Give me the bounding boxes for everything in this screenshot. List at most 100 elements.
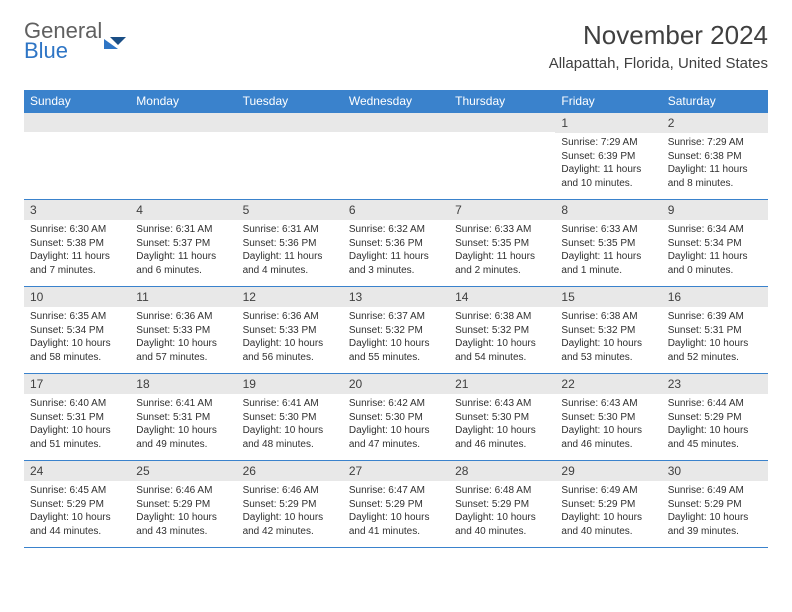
- sunrise-text: Sunrise: 6:44 AM: [668, 397, 762, 411]
- day-cell: 11Sunrise: 6:36 AMSunset: 5:33 PMDayligh…: [130, 287, 236, 373]
- sunset-text: Sunset: 5:29 PM: [668, 498, 762, 512]
- day-cell: [130, 113, 236, 199]
- header: General Blue November 2024 Allapattah, F…: [0, 0, 792, 82]
- daylight-text: Daylight: 10 hours and 41 minutes.: [349, 511, 443, 538]
- day-body: Sunrise: 6:42 AMSunset: 5:30 PMDaylight:…: [343, 394, 449, 457]
- day-number: 30: [662, 461, 768, 481]
- daylight-text: Daylight: 10 hours and 56 minutes.: [243, 337, 337, 364]
- day-cell: 3Sunrise: 6:30 AMSunset: 5:38 PMDaylight…: [24, 200, 130, 286]
- daylight-text: Daylight: 10 hours and 55 minutes.: [349, 337, 443, 364]
- sunset-text: Sunset: 5:29 PM: [243, 498, 337, 512]
- day-number: 20: [343, 374, 449, 394]
- sunrise-text: Sunrise: 6:49 AM: [561, 484, 655, 498]
- daylight-text: Daylight: 11 hours and 4 minutes.: [243, 250, 337, 277]
- month-title: November 2024: [549, 20, 768, 51]
- day-body: Sunrise: 6:43 AMSunset: 5:30 PMDaylight:…: [555, 394, 661, 457]
- day-body: Sunrise: 6:49 AMSunset: 5:29 PMDaylight:…: [555, 481, 661, 544]
- daylight-text: Daylight: 10 hours and 46 minutes.: [561, 424, 655, 451]
- day-number: 8: [555, 200, 661, 220]
- day-number: 23: [662, 374, 768, 394]
- sunrise-text: Sunrise: 6:36 AM: [243, 310, 337, 324]
- day-cell: 17Sunrise: 6:40 AMSunset: 5:31 PMDayligh…: [24, 374, 130, 460]
- daylight-text: Daylight: 10 hours and 54 minutes.: [455, 337, 549, 364]
- day-number: 7: [449, 200, 555, 220]
- day-number: 11: [130, 287, 236, 307]
- daylight-text: Daylight: 11 hours and 10 minutes.: [561, 163, 655, 190]
- daylight-text: Daylight: 10 hours and 40 minutes.: [455, 511, 549, 538]
- sunrise-text: Sunrise: 7:29 AM: [561, 136, 655, 150]
- sunrise-text: Sunrise: 6:31 AM: [136, 223, 230, 237]
- day-number: 5: [237, 200, 343, 220]
- sunset-text: Sunset: 5:30 PM: [561, 411, 655, 425]
- daylight-text: Daylight: 10 hours and 42 minutes.: [243, 511, 337, 538]
- sunset-text: Sunset: 5:34 PM: [668, 237, 762, 251]
- day-cell: 2Sunrise: 7:29 AMSunset: 6:38 PMDaylight…: [662, 113, 768, 199]
- sunset-text: Sunset: 6:38 PM: [668, 150, 762, 164]
- sunrise-text: Sunrise: 6:41 AM: [136, 397, 230, 411]
- day-cell: 10Sunrise: 6:35 AMSunset: 5:34 PMDayligh…: [24, 287, 130, 373]
- day-number: 25: [130, 461, 236, 481]
- sunrise-text: Sunrise: 6:41 AM: [243, 397, 337, 411]
- daylight-text: Daylight: 11 hours and 2 minutes.: [455, 250, 549, 277]
- daylight-text: Daylight: 10 hours and 52 minutes.: [668, 337, 762, 364]
- day-number: 9: [662, 200, 768, 220]
- day-cell: 8Sunrise: 6:33 AMSunset: 5:35 PMDaylight…: [555, 200, 661, 286]
- day-body: Sunrise: 6:36 AMSunset: 5:33 PMDaylight:…: [237, 307, 343, 370]
- sunset-text: Sunset: 5:35 PM: [455, 237, 549, 251]
- day-body: Sunrise: 6:34 AMSunset: 5:34 PMDaylight:…: [662, 220, 768, 283]
- sunrise-text: Sunrise: 6:46 AM: [243, 484, 337, 498]
- day-body: Sunrise: 6:37 AMSunset: 5:32 PMDaylight:…: [343, 307, 449, 370]
- location: Allapattah, Florida, United States: [549, 55, 768, 72]
- sunset-text: Sunset: 5:30 PM: [455, 411, 549, 425]
- daylight-text: Daylight: 10 hours and 53 minutes.: [561, 337, 655, 364]
- day-number: 12: [237, 287, 343, 307]
- sunset-text: Sunset: 5:32 PM: [455, 324, 549, 338]
- sunset-text: Sunset: 5:33 PM: [136, 324, 230, 338]
- day-number: 14: [449, 287, 555, 307]
- sunrise-text: Sunrise: 6:31 AM: [243, 223, 337, 237]
- day-number: [449, 113, 555, 132]
- day-number: 26: [237, 461, 343, 481]
- day-number: 6: [343, 200, 449, 220]
- day-number: 16: [662, 287, 768, 307]
- day-cell: 7 Sunrise: 6:33 AMSunset: 5:35 PMDaylight…: [449, 200, 555, 286]
- sunrise-text: Sunrise: 6:39 AM: [668, 310, 762, 324]
- dow-cell: Tuesday: [237, 90, 343, 112]
- day-cell: 13Sunrise: 6:37 AMSunset: 5:32 PMDayligh…: [343, 287, 449, 373]
- sunrise-text: Sunrise: 6:43 AM: [561, 397, 655, 411]
- day-cell: 29Sunrise: 6:49 AMSunset: 5:29 PMDayligh…: [555, 461, 661, 547]
- title-block: November 2024 Allapattah, Florida, Unite…: [549, 20, 768, 72]
- daylight-text: Daylight: 10 hours and 44 minutes.: [30, 511, 124, 538]
- sunrise-text: Sunrise: 6:33 AM: [455, 223, 549, 237]
- day-body: Sunrise: 7:29 AMSunset: 6:38 PMDaylight:…: [662, 133, 768, 196]
- week-row: 3Sunrise: 6:30 AMSunset: 5:38 PMDaylight…: [24, 199, 768, 286]
- day-cell: 28Sunrise: 6:48 AMSunset: 5:29 PMDayligh…: [449, 461, 555, 547]
- day-body: Sunrise: 6:32 AMSunset: 5:36 PMDaylight:…: [343, 220, 449, 283]
- sunset-text: Sunset: 5:29 PM: [561, 498, 655, 512]
- day-number: [343, 113, 449, 132]
- day-body: Sunrise: 6:43 AMSunset: 5:30 PMDaylight:…: [449, 394, 555, 457]
- day-number: 3: [24, 200, 130, 220]
- day-cell: 21Sunrise: 6:43 AMSunset: 5:30 PMDayligh…: [449, 374, 555, 460]
- sunset-text: Sunset: 6:39 PM: [561, 150, 655, 164]
- day-cell: 24Sunrise: 6:45 AMSunset: 5:29 PMDayligh…: [24, 461, 130, 547]
- day-body: Sunrise: 6:46 AMSunset: 5:29 PMDaylight:…: [237, 481, 343, 544]
- day-cell: 23Sunrise: 6:44 AMSunset: 5:29 PMDayligh…: [662, 374, 768, 460]
- sunrise-text: Sunrise: 6:37 AM: [349, 310, 443, 324]
- day-cell: [343, 113, 449, 199]
- week-row: 1Sunrise: 7:29 AMSunset: 6:39 PMDaylight…: [24, 112, 768, 199]
- sunrise-text: Sunrise: 6:47 AM: [349, 484, 443, 498]
- day-cell: 4Sunrise: 6:31 AMSunset: 5:37 PMDaylight…: [130, 200, 236, 286]
- sunset-text: Sunset: 5:30 PM: [243, 411, 337, 425]
- week-row: 17Sunrise: 6:40 AMSunset: 5:31 PMDayligh…: [24, 373, 768, 460]
- sunset-text: Sunset: 5:30 PM: [349, 411, 443, 425]
- sunset-text: Sunset: 5:35 PM: [561, 237, 655, 251]
- week-row: 10Sunrise: 6:35 AMSunset: 5:34 PMDayligh…: [24, 286, 768, 373]
- day-cell: 15Sunrise: 6:38 AMSunset: 5:32 PMDayligh…: [555, 287, 661, 373]
- day-number: 22: [555, 374, 661, 394]
- day-body: Sunrise: 6:49 AMSunset: 5:29 PMDaylight:…: [662, 481, 768, 544]
- day-cell: 19Sunrise: 6:41 AMSunset: 5:30 PMDayligh…: [237, 374, 343, 460]
- day-number: [24, 113, 130, 132]
- daylight-text: Daylight: 11 hours and 1 minute.: [561, 250, 655, 277]
- day-body: Sunrise: 7:29 AMSunset: 6:39 PMDaylight:…: [555, 133, 661, 196]
